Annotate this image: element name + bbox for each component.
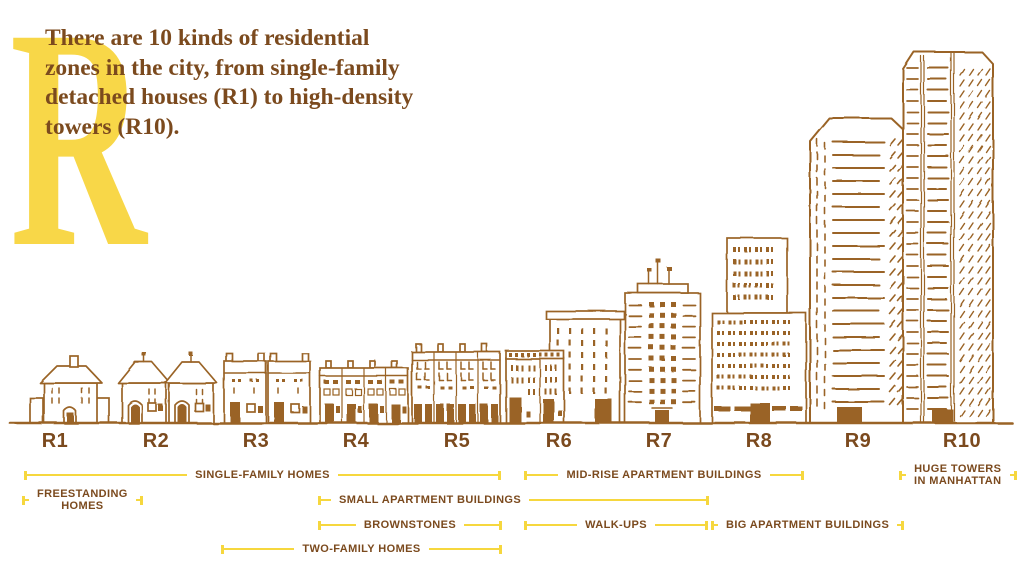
bracket-line-right — [654, 523, 705, 527]
building-r9 — [809, 117, 909, 424]
bracket-line-right — [464, 523, 500, 527]
bracket-label: BROWNSTONES — [363, 519, 457, 531]
bracket-line-left — [902, 473, 906, 477]
bracket-tick-right — [901, 520, 905, 530]
bracket-tick-left — [24, 470, 27, 480]
bracket-label: BIG APARTMENT BUILDINGS — [726, 519, 890, 531]
bracket-tick-left — [899, 470, 902, 480]
zone-label-r6: R6 — [545, 430, 573, 452]
bracket-mid-rise-apartment-buildings: MID-RISE APARTMENT BUILDINGS — [524, 463, 805, 487]
bracket-tick-right — [706, 495, 709, 505]
bracket-line-left — [321, 498, 331, 502]
bracket-tick-right — [705, 520, 708, 530]
bracket-line-right — [1009, 473, 1014, 477]
intro-line-4: towers (R10). — [45, 113, 180, 140]
zone-label-r5: R5 — [443, 430, 471, 452]
building-r3 — [223, 352, 311, 424]
building-r10 — [902, 51, 994, 424]
big-letter-r: R — [10, 0, 149, 270]
big-letter-r-graphic: R — [10, 0, 149, 270]
bracket-tick-right — [139, 495, 143, 505]
building-r4 — [319, 360, 409, 424]
building-r7 — [624, 259, 701, 424]
bracket-tick-left — [318, 495, 321, 505]
intro-line-2: zones in the city, from single-family — [45, 54, 400, 81]
bracket-big-apartment-buildings: BIG APARTMENT BUILDINGS — [711, 513, 905, 537]
bracket-label: WALK-UPS — [585, 519, 647, 531]
bracket-label: MID-RISE APARTMENT BUILDINGS — [566, 469, 762, 481]
bracket-line-right — [428, 547, 499, 551]
bracket-tick-left — [711, 520, 714, 530]
bracket-line-right — [897, 523, 902, 527]
bracket-line-right — [135, 498, 140, 502]
bracket-tick-right — [499, 520, 503, 530]
bracket-single-family-homes: SINGLE-FAMILY HOMES — [24, 463, 502, 487]
bracket-tick-left — [318, 520, 321, 530]
zone-label-r1: R1 — [41, 430, 69, 452]
bracket-label: TWO-FAMILY HOMES — [302, 543, 421, 555]
bracket-tick-left — [524, 520, 527, 530]
bracket-line-right — [337, 473, 499, 477]
bracket-freestanding-homes: FREESTANDING HOMES — [22, 488, 143, 512]
bracket-label: SINGLE-FAMILY HOMES — [195, 469, 330, 481]
bracket-line-left — [25, 498, 29, 502]
building-r5 — [411, 343, 501, 424]
zone-label-r8: R8 — [745, 430, 773, 452]
bracket-two-family-homes: TWO-FAMILY HOMES — [221, 537, 502, 561]
bracket-line-left — [714, 523, 718, 527]
bracket-walk-ups: WALK-UPS — [524, 513, 708, 537]
bracket-tick-left — [22, 495, 25, 505]
intro-line-1: There are 10 kinds of residential — [45, 25, 370, 51]
bracket-tick-right — [498, 470, 502, 480]
bracket-line-left — [527, 473, 559, 477]
intro-paragraph: There are 10 kinds of residential zones … — [45, 24, 413, 142]
zone-label-r2: R2 — [142, 430, 170, 452]
building-r8 — [711, 237, 807, 424]
bracket-tick-right — [499, 544, 502, 554]
building-r6 — [505, 310, 625, 424]
building-r2 — [117, 352, 218, 424]
bracket-tick-left — [524, 470, 527, 480]
bracket-brownstones: BROWNSTONES — [318, 513, 503, 537]
bracket-line-left — [224, 547, 295, 551]
bracket-tick-left — [221, 544, 224, 554]
intro-line-3: detached houses (R1) to high-density — [45, 84, 414, 110]
bracket-small-apartment-buildings: SMALL APARTMENT BUILDINGS — [318, 488, 709, 512]
building-r1 — [29, 355, 110, 424]
bracket-line-left — [321, 523, 356, 527]
zone-label-r3: R3 — [242, 430, 270, 452]
bracket-tick-right — [801, 470, 805, 480]
bracket-huge-towers-in-manhattan: HUGE TOWERS IN MANHATTAN — [899, 463, 1017, 487]
bracket-line-right — [529, 498, 706, 502]
bracket-line-right — [769, 473, 802, 477]
bracket-line-left — [27, 473, 188, 477]
bracket-label: SMALL APARTMENT BUILDINGS — [339, 494, 522, 506]
zone-label-r7: R7 — [645, 430, 673, 452]
zone-label-r10: R10 — [942, 430, 982, 452]
bracket-tick-right — [1013, 470, 1017, 480]
bracket-label: HUGE TOWERS IN MANHATTAN — [914, 463, 1002, 487]
zone-label-r4: R4 — [342, 430, 370, 452]
zone-label-r9: R9 — [844, 430, 872, 452]
bracket-line-left — [527, 523, 578, 527]
bracket-label: FREESTANDING HOMES — [37, 488, 128, 512]
